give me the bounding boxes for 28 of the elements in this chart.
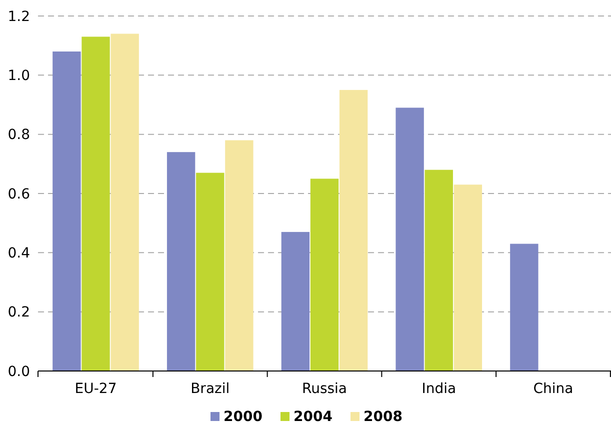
- bar: [281, 232, 310, 371]
- y-tick-label: 0.2: [8, 304, 30, 321]
- x-tick-label: India: [422, 381, 456, 397]
- legend-label: 2008: [364, 409, 402, 425]
- y-tick-label: 0.0: [8, 364, 30, 380]
- bar: [82, 36, 110, 371]
- x-tick-label: Russia: [302, 381, 348, 397]
- bar: [424, 170, 453, 371]
- x-tick-label: China: [533, 381, 574, 397]
- y-tick-label: 0.6: [8, 186, 30, 202]
- bar: [339, 90, 368, 371]
- y-tick-label: 1.0: [8, 68, 30, 84]
- bar: [196, 172, 224, 371]
- y-tick-label: 1.2: [8, 8, 30, 25]
- bar: [225, 140, 254, 371]
- bar: [396, 108, 424, 371]
- bar: [166, 152, 196, 371]
- bar: [454, 184, 482, 371]
- y-tick-label: 0.8: [8, 127, 30, 144]
- bar: [110, 34, 139, 371]
- y-tick-label: 0.4: [8, 246, 30, 262]
- bar: [52, 52, 81, 371]
- x-tick-label: Brazil: [190, 381, 230, 397]
- x-tick-label: EU-27: [74, 381, 117, 397]
- legend-label: 2000: [224, 409, 263, 425]
- legend-label: 2004: [294, 409, 333, 425]
- bar: [310, 178, 339, 371]
- bar: [510, 244, 538, 371]
